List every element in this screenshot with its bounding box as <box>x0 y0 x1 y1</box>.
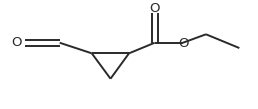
Text: O: O <box>149 2 160 15</box>
Text: O: O <box>179 37 189 50</box>
Text: O: O <box>11 36 21 49</box>
